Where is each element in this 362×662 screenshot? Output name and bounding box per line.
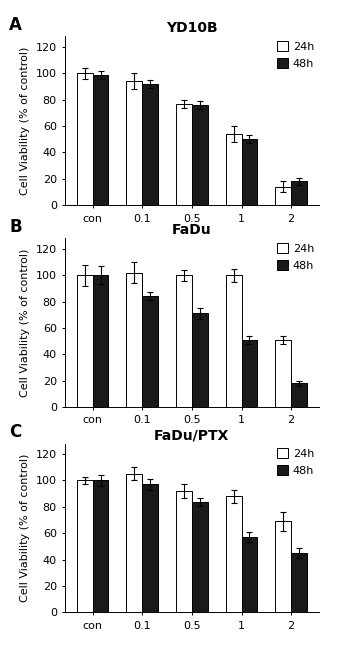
Bar bbox=[192, 105, 208, 205]
Bar bbox=[192, 314, 208, 407]
Title: FaDu: FaDu bbox=[172, 223, 212, 237]
Title: YD10B: YD10B bbox=[166, 21, 218, 35]
Bar bbox=[77, 73, 93, 205]
Bar bbox=[126, 81, 142, 205]
Bar bbox=[142, 297, 158, 407]
Bar bbox=[291, 181, 307, 205]
Bar bbox=[142, 485, 158, 612]
Bar bbox=[226, 496, 241, 612]
Bar bbox=[142, 84, 158, 205]
Bar bbox=[126, 474, 142, 612]
Bar bbox=[226, 275, 241, 407]
Bar bbox=[275, 187, 291, 205]
Bar bbox=[226, 134, 241, 205]
Bar bbox=[291, 383, 307, 407]
Bar bbox=[126, 273, 142, 407]
Bar bbox=[241, 340, 257, 407]
Bar bbox=[77, 481, 93, 612]
Title: FaDu/PTX: FaDu/PTX bbox=[154, 428, 230, 442]
Y-axis label: Cell Viability (% of control): Cell Viability (% of control) bbox=[20, 248, 30, 397]
Bar bbox=[176, 275, 192, 407]
Bar bbox=[241, 139, 257, 205]
Y-axis label: Cell Viability (% of control): Cell Viability (% of control) bbox=[20, 453, 30, 602]
Bar bbox=[176, 104, 192, 205]
Bar bbox=[275, 522, 291, 612]
Bar bbox=[77, 275, 93, 407]
Y-axis label: Cell Viability (% of control): Cell Viability (% of control) bbox=[20, 46, 30, 195]
Bar bbox=[176, 491, 192, 612]
Text: A: A bbox=[9, 16, 22, 34]
Legend: 24h, 48h: 24h, 48h bbox=[275, 38, 316, 71]
Bar bbox=[241, 537, 257, 612]
Legend: 24h, 48h: 24h, 48h bbox=[275, 446, 316, 479]
Text: B: B bbox=[9, 218, 22, 236]
Bar bbox=[93, 481, 109, 612]
Bar bbox=[291, 553, 307, 612]
Bar bbox=[93, 275, 109, 407]
Legend: 24h, 48h: 24h, 48h bbox=[275, 240, 316, 273]
Text: C: C bbox=[9, 423, 22, 442]
Bar bbox=[93, 75, 109, 205]
Bar bbox=[275, 340, 291, 407]
Bar bbox=[192, 502, 208, 612]
